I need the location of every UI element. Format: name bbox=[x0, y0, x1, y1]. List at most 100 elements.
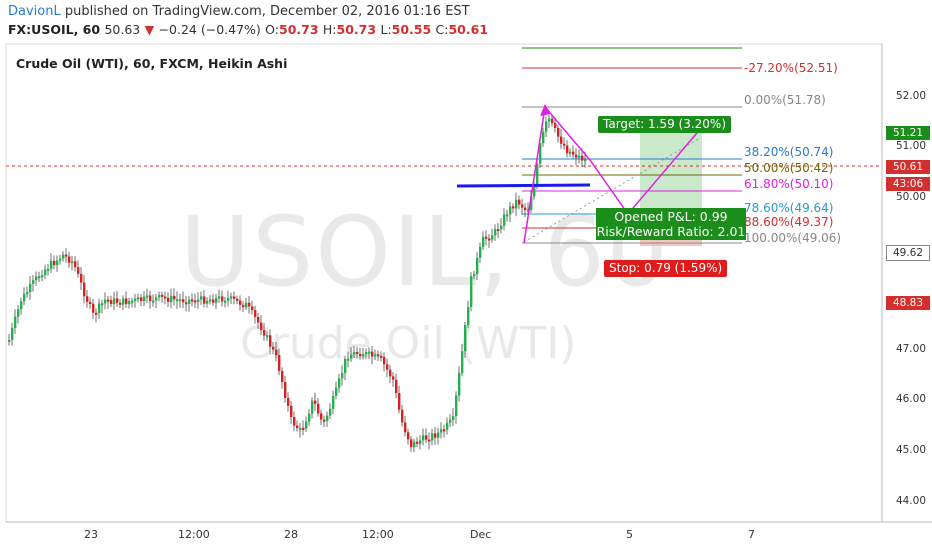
candle-body bbox=[428, 439, 431, 442]
candle-body bbox=[62, 254, 65, 259]
fib-label: 78.60%(49.64) bbox=[744, 201, 833, 215]
candle-body bbox=[155, 297, 158, 301]
candle-body bbox=[524, 207, 527, 211]
candle-body bbox=[515, 199, 518, 209]
fib-label: 0.00%(51.78) bbox=[744, 93, 826, 107]
fib-label-text: 61.80%(50.10) bbox=[744, 177, 834, 191]
candle-body bbox=[56, 260, 59, 266]
candle-body bbox=[200, 296, 203, 300]
target-badge[interactable]: Target: 1.59 (3.20%) bbox=[598, 116, 731, 133]
arrow-head bbox=[540, 104, 551, 116]
candle-body bbox=[77, 267, 80, 274]
low-value: 50.55 bbox=[391, 22, 432, 37]
candle-body bbox=[266, 335, 269, 338]
candle-body bbox=[221, 296, 224, 302]
symbol-label[interactable]: FX:USOIL, 60 bbox=[8, 22, 101, 37]
candle-body bbox=[131, 300, 134, 303]
candle-body bbox=[122, 298, 125, 305]
y-tick: 47.00 bbox=[895, 343, 926, 355]
candle-body bbox=[389, 369, 392, 377]
candle-body bbox=[29, 283, 32, 293]
candle-body bbox=[518, 199, 521, 205]
candle-body bbox=[197, 299, 200, 303]
candle-body bbox=[359, 353, 362, 356]
fib-label-text: 100.00%(49.06) bbox=[744, 231, 842, 245]
candle-body bbox=[440, 429, 443, 433]
candle-body bbox=[32, 280, 35, 284]
candle-body bbox=[356, 351, 359, 354]
risk-reward: Risk/Reward Ratio: 2.01 bbox=[596, 224, 746, 239]
candle-body bbox=[236, 298, 239, 301]
candle-body bbox=[17, 309, 20, 317]
candle-body bbox=[152, 300, 155, 303]
price-tag-countdown: 43:06 bbox=[886, 177, 930, 191]
candle-body bbox=[143, 296, 146, 301]
candle-body bbox=[164, 296, 167, 299]
candle-body bbox=[260, 322, 263, 331]
candle-body bbox=[242, 304, 245, 308]
candle-body bbox=[452, 416, 455, 420]
price-tag-stop: 48.83 bbox=[886, 296, 930, 310]
fib-label: 61.80%(50.10) bbox=[744, 177, 833, 191]
candle-body bbox=[80, 273, 83, 283]
fib-label-text: -27.20%(52.51) bbox=[744, 61, 838, 75]
candle-body bbox=[149, 295, 152, 302]
candle-body bbox=[227, 298, 230, 301]
candle-body bbox=[218, 296, 221, 299]
opened-pl: Opened P&L: 0.99 bbox=[614, 209, 728, 224]
candle-body bbox=[38, 276, 41, 279]
y-tick: 51.00 bbox=[895, 140, 926, 152]
candle-body bbox=[578, 155, 581, 158]
candle-body bbox=[563, 143, 566, 146]
candle-body bbox=[503, 214, 506, 226]
candle-body bbox=[26, 292, 29, 295]
candle-body bbox=[287, 397, 290, 406]
candle-body bbox=[473, 273, 476, 277]
pl-box[interactable]: Opened P&L: 0.99 Risk/Reward Ratio: 2.01 bbox=[596, 208, 746, 240]
y-tick: 46.00 bbox=[895, 393, 926, 405]
candle-body bbox=[545, 121, 548, 132]
candle-body bbox=[248, 302, 251, 307]
neckline[interactable] bbox=[456, 183, 591, 188]
candle-body bbox=[512, 206, 515, 209]
candle-body bbox=[44, 269, 47, 276]
candle-body bbox=[311, 400, 314, 414]
candle-body bbox=[293, 416, 296, 426]
stop-badge[interactable]: Stop: 0.79 (1.59%) bbox=[604, 260, 728, 277]
author-link[interactable]: DavionL bbox=[8, 4, 61, 19]
candle-body bbox=[68, 256, 71, 263]
candle-body bbox=[455, 395, 458, 417]
candle-body bbox=[569, 151, 572, 154]
candle-body bbox=[83, 282, 86, 297]
candle-body bbox=[446, 422, 449, 430]
candle-body bbox=[500, 225, 503, 230]
candle-body bbox=[560, 136, 563, 144]
candle-body bbox=[506, 214, 509, 217]
plot-border bbox=[5, 43, 883, 523]
candle-body bbox=[374, 354, 377, 357]
candle-body bbox=[449, 419, 452, 423]
candle-body bbox=[128, 301, 131, 305]
last-price: 50.63 bbox=[104, 22, 141, 37]
candle-body bbox=[239, 300, 242, 305]
candle-body bbox=[482, 236, 485, 247]
candle-body bbox=[107, 299, 110, 302]
candle-body bbox=[35, 276, 38, 281]
candle-body bbox=[353, 351, 356, 355]
candle-body bbox=[95, 312, 98, 315]
candle-body bbox=[458, 372, 461, 396]
candle-body bbox=[284, 382, 287, 398]
chart-title: Crude Oil (WTI), 60, FXCM, Heikin Ashi bbox=[16, 56, 288, 71]
candle-body bbox=[224, 300, 227, 303]
trend-line[interactable] bbox=[523, 137, 701, 243]
candle-body bbox=[323, 419, 326, 422]
candle-body bbox=[104, 299, 107, 304]
price-tag-target: 51.21 bbox=[886, 126, 930, 140]
projection-path[interactable] bbox=[523, 105, 703, 244]
candle-body bbox=[413, 441, 416, 448]
candle-body bbox=[398, 393, 401, 410]
fib-label: 88.60%(49.37) bbox=[744, 215, 833, 229]
candle-body bbox=[140, 297, 143, 301]
candle-body bbox=[125, 298, 128, 305]
